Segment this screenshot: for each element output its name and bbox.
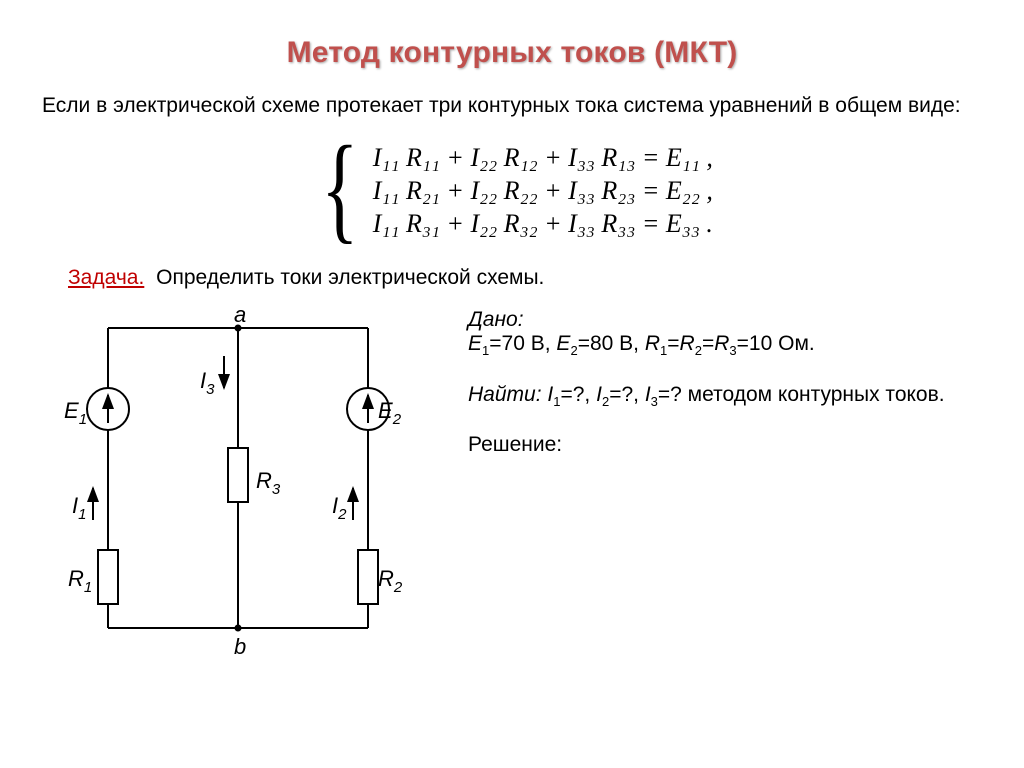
brace-icon: { (321, 128, 358, 248)
node-b-label: b (234, 634, 246, 658)
emf-e1 (87, 388, 129, 430)
node-a-label: a (234, 302, 246, 327)
given-line: Дано: E1=70 В, E2=80 В, R1=R2=R3=10 Ом. (468, 308, 986, 358)
equation-row: I₁₁ R₁₁ + I₂₂ R₁₂ + I₃₃ R₁₃ = E₁₁ , (373, 143, 713, 173)
label-i2: I2 (332, 493, 347, 523)
side-text: Дано: E1=70 В, E2=80 В, R1=R2=R3=10 Ом. … (468, 308, 986, 480)
resistor-r1 (98, 550, 118, 604)
lower-block: a b E1 E2 I1 I2 I3 R1 R2 R3 Дано: E1=70 … (38, 298, 986, 663)
task-line: Задача. Определить токи электрической сх… (68, 266, 986, 290)
equation-row: I₁₁ R₃₁ + I₂₂ R₃₂ + I₃₃ R₃₃ = E₃₃ . (373, 209, 713, 239)
label-i3: I3 (200, 368, 215, 398)
label-r2: R2 (378, 566, 403, 596)
equation-system: { I₁₁ R₁₁ + I₂₂ R₁₂ + I₃₃ R₁₃ = E₁₁ , I₁… (38, 134, 986, 248)
solution-label: Решение: (468, 433, 986, 457)
task-text: Определить токи электрической схемы. (150, 266, 544, 289)
val-e1: 70 (502, 332, 525, 355)
val-e2: 80 (590, 332, 613, 355)
equation-lines: I₁₁ R₁₁ + I₂₂ R₁₂ + I₃₃ R₁₃ = E₁₁ , I₁₁ … (373, 140, 713, 242)
label-i1: I1 (72, 493, 86, 523)
label-r1: R1 (68, 566, 92, 596)
equation-row: I₁₁ R₂₁ + I₂₂ R₂₂ + I₃₃ R₂₃ = E₂₂ , (373, 176, 713, 206)
intro-text: Если в электрической схеме протекает три… (42, 92, 986, 120)
resistor-r2 (358, 550, 378, 604)
given-label: Дано: (468, 308, 524, 331)
resistor-r3 (228, 448, 248, 502)
label-r3: R3 (256, 468, 281, 498)
find-line: Найти: I1=?, I2=?, I3=? методом контурны… (468, 383, 986, 409)
page-root: Метод контурных токов (МКТ) Если в элект… (0, 0, 1024, 768)
page-title: Метод контурных токов (МКТ) (38, 36, 986, 70)
val-r: 10 (749, 332, 772, 355)
find-label: Найти: (468, 383, 542, 406)
circuit-diagram: a b E1 E2 I1 I2 I3 R1 R2 R3 (38, 298, 468, 663)
label-e1: E1 (64, 398, 87, 428)
task-label: Задача. (68, 266, 144, 289)
